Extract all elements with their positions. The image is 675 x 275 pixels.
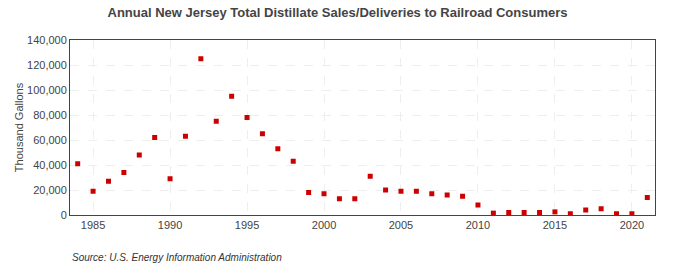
svg-text:40,000: 40,000 — [33, 159, 67, 171]
svg-text:Source: U.S. Energy Informatio: Source: U.S. Energy Information Administ… — [72, 252, 282, 263]
svg-text:2005: 2005 — [389, 219, 413, 231]
svg-text:120,000: 120,000 — [27, 59, 67, 71]
svg-text:2010: 2010 — [466, 219, 490, 231]
svg-text:Annual New Jersey Total Distil: Annual New Jersey Total Distillate Sales… — [108, 5, 568, 20]
svg-text:2000: 2000 — [312, 219, 336, 231]
svg-text:1995: 1995 — [235, 219, 259, 231]
svg-text:1985: 1985 — [81, 219, 105, 231]
svg-text:20,000: 20,000 — [33, 184, 67, 196]
svg-text:100,000: 100,000 — [27, 84, 67, 96]
svg-text:0: 0 — [61, 209, 67, 221]
svg-text:2015: 2015 — [543, 219, 567, 231]
svg-text:2020: 2020 — [620, 219, 644, 231]
svg-text:1990: 1990 — [158, 219, 182, 231]
svg-text:140,000: 140,000 — [27, 34, 67, 46]
svg-text:Thousand Gallons: Thousand Gallons — [13, 82, 25, 172]
svg-text:60,000: 60,000 — [33, 134, 67, 146]
svg-text:80,000: 80,000 — [33, 109, 67, 121]
